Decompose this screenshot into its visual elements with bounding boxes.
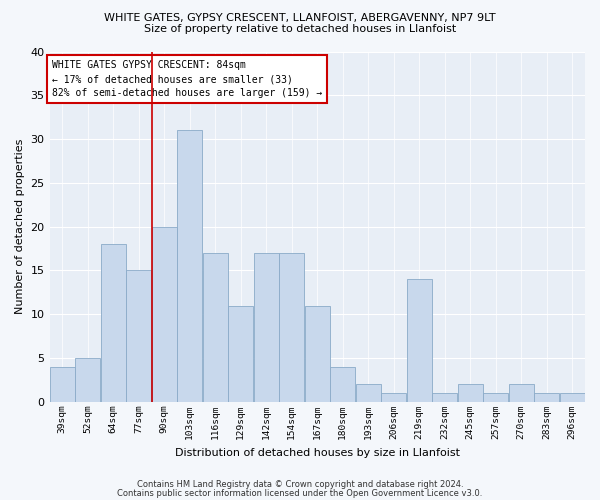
Bar [101,244,125,402]
Bar [509,384,533,402]
Bar [382,393,406,402]
Bar [433,393,457,402]
Text: Size of property relative to detached houses in Llanfoist: Size of property relative to detached ho… [144,24,456,34]
Bar [331,367,355,402]
Bar [203,253,227,402]
Bar [484,393,508,402]
Bar [178,130,202,402]
Text: Contains public sector information licensed under the Open Government Licence v3: Contains public sector information licen… [118,489,482,498]
Bar [560,393,584,402]
Bar [305,306,329,402]
Bar [127,270,151,402]
Bar [407,280,431,402]
Bar [280,253,304,402]
Bar [50,367,74,402]
Bar [535,393,559,402]
Bar [254,253,278,402]
Bar [76,358,100,402]
X-axis label: Distribution of detached houses by size in Llanfoist: Distribution of detached houses by size … [175,448,460,458]
Text: WHITE GATES, GYPSY CRESCENT, LLANFOIST, ABERGAVENNY, NP7 9LT: WHITE GATES, GYPSY CRESCENT, LLANFOIST, … [104,12,496,22]
Bar [229,306,253,402]
Bar [152,226,176,402]
Bar [356,384,380,402]
Bar [458,384,482,402]
Y-axis label: Number of detached properties: Number of detached properties [15,139,25,314]
Text: WHITE GATES GYPSY CRESCENT: 84sqm
← 17% of detached houses are smaller (33)
82% : WHITE GATES GYPSY CRESCENT: 84sqm ← 17% … [52,60,322,98]
Text: Contains HM Land Registry data © Crown copyright and database right 2024.: Contains HM Land Registry data © Crown c… [137,480,463,489]
